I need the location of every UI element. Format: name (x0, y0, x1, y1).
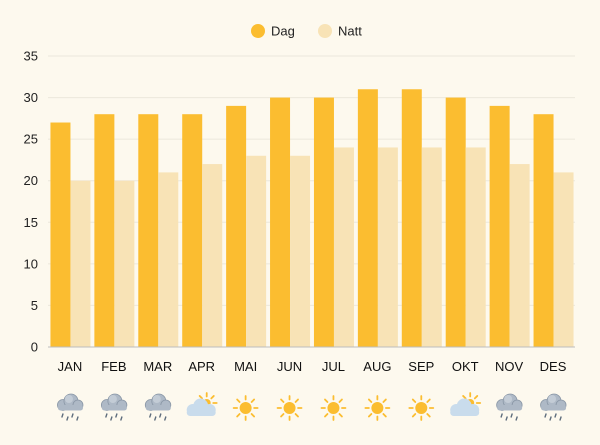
x-tick-label: AUG (363, 359, 391, 374)
weather-icons (57, 392, 567, 421)
legend-swatch (318, 24, 332, 38)
bar-dag-okt[interactable] (445, 97, 466, 347)
bar-natt-nov[interactable] (509, 164, 530, 347)
bar-natt-jan[interactable] (70, 180, 91, 347)
y-tick-label: 10 (24, 256, 38, 271)
bar-dag-des[interactable] (533, 114, 554, 347)
x-tick-label: NOV (495, 359, 524, 374)
x-tick-label: DES (540, 359, 567, 374)
y-tick-label: 35 (24, 49, 38, 64)
bar-natt-feb[interactable] (114, 180, 135, 347)
legend-label: Dag (271, 24, 295, 39)
partly-cloudy-icon (186, 392, 218, 416)
bar-dag-aug[interactable] (357, 89, 378, 347)
grid-lines (48, 55, 575, 306)
y-tick-label: 25 (24, 132, 38, 147)
bar-dag-jan[interactable] (50, 122, 71, 347)
legend[interactable]: Dag Natt (251, 24, 362, 39)
x-tick-label: OKT (452, 359, 479, 374)
sun-icon (408, 395, 435, 421)
y-tick-label: 20 (24, 173, 38, 188)
bars (50, 89, 574, 347)
bar-dag-mai[interactable] (226, 105, 247, 347)
bar-natt-aug[interactable] (377, 147, 398, 347)
bar-dag-nov[interactable] (489, 105, 510, 347)
bar-natt-jun[interactable] (290, 155, 311, 347)
x-tick-label: MAI (234, 359, 257, 374)
y-tick-label: 30 (24, 90, 38, 105)
sun-icon (320, 395, 347, 421)
legend-item-dag[interactable]: Dag (251, 24, 295, 39)
x-tick-label: MAR (143, 359, 172, 374)
x-tick-label: JAN (58, 359, 83, 374)
x-tick-label: JUN (277, 359, 302, 374)
bar-natt-jul[interactable] (333, 147, 354, 347)
bar-natt-des[interactable] (553, 172, 574, 347)
y-tick-label: 15 (24, 215, 38, 230)
bar-natt-sep[interactable] (421, 147, 442, 347)
axes: 0 5 10 15 20 25 30 35 JAN FEB MAR APR MAI JUN JUL AUG SE… (24, 49, 575, 374)
x-tick-label: APR (188, 359, 215, 374)
rain-cloud-icon (100, 393, 128, 421)
sun-icon (232, 395, 259, 421)
bar-dag-sep[interactable] (401, 89, 422, 347)
bar-natt-okt[interactable] (465, 147, 486, 347)
bar-dag-feb[interactable] (94, 114, 115, 347)
rain-cloud-icon (496, 393, 523, 421)
y-tick-label: 5 (31, 298, 38, 313)
bar-natt-mai[interactable] (246, 155, 267, 347)
legend-swatch (251, 24, 265, 38)
bar-dag-apr[interactable] (182, 114, 203, 347)
x-tick-label: SEP (408, 359, 434, 374)
rain-cloud-icon (540, 393, 567, 421)
x-tick-label: JUL (322, 359, 345, 374)
legend-label: Natt (338, 24, 362, 39)
bar-natt-apr[interactable] (202, 164, 223, 347)
legend-item-natt[interactable]: Natt (318, 24, 362, 39)
sun-icon (276, 395, 303, 421)
rain-cloud-icon (144, 393, 172, 421)
partly-cloudy-icon (450, 392, 482, 416)
bar-dag-mar[interactable] (138, 114, 159, 347)
bar-dag-jul[interactable] (313, 97, 334, 347)
rain-cloud-icon (57, 393, 84, 421)
sun-icon (364, 395, 391, 421)
bar-dag-jun[interactable] (270, 97, 291, 347)
x-tick-label: FEB (101, 359, 126, 374)
bar-natt-mar[interactable] (158, 172, 179, 347)
y-tick-label: 0 (31, 340, 38, 355)
